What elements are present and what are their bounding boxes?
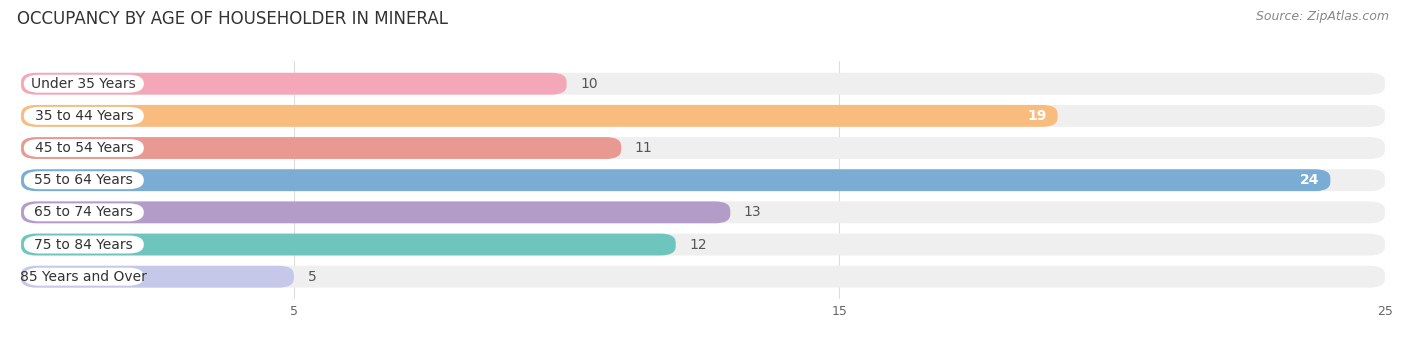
FancyBboxPatch shape [24,75,143,93]
FancyBboxPatch shape [24,139,143,157]
FancyBboxPatch shape [21,137,1385,159]
Text: 24: 24 [1301,173,1319,187]
FancyBboxPatch shape [24,171,143,189]
Text: 11: 11 [636,141,652,155]
FancyBboxPatch shape [21,73,1385,95]
FancyBboxPatch shape [21,201,1385,223]
FancyBboxPatch shape [21,234,1385,255]
FancyBboxPatch shape [21,105,1057,127]
Text: 13: 13 [744,205,762,219]
Text: OCCUPANCY BY AGE OF HOUSEHOLDER IN MINERAL: OCCUPANCY BY AGE OF HOUSEHOLDER IN MINER… [17,10,449,28]
Text: 85 Years and Over: 85 Years and Over [21,270,148,284]
Text: 65 to 74 Years: 65 to 74 Years [35,205,134,219]
FancyBboxPatch shape [24,236,143,254]
FancyBboxPatch shape [21,201,730,223]
FancyBboxPatch shape [21,169,1385,191]
Text: 45 to 54 Years: 45 to 54 Years [35,141,134,155]
FancyBboxPatch shape [21,73,567,95]
FancyBboxPatch shape [21,266,1385,288]
Text: 35 to 44 Years: 35 to 44 Years [35,109,134,123]
FancyBboxPatch shape [24,268,143,286]
FancyBboxPatch shape [21,169,1330,191]
Text: 12: 12 [689,238,707,252]
FancyBboxPatch shape [21,266,294,288]
FancyBboxPatch shape [24,203,143,221]
Text: 10: 10 [581,77,598,91]
FancyBboxPatch shape [24,107,143,125]
FancyBboxPatch shape [21,105,1385,127]
Text: 5: 5 [308,270,316,284]
Text: Under 35 Years: Under 35 Years [31,77,136,91]
FancyBboxPatch shape [21,137,621,159]
FancyBboxPatch shape [21,234,676,255]
Text: 55 to 64 Years: 55 to 64 Years [35,173,134,187]
Text: 75 to 84 Years: 75 to 84 Years [35,238,134,252]
Text: Source: ZipAtlas.com: Source: ZipAtlas.com [1256,10,1389,23]
Text: 19: 19 [1028,109,1046,123]
